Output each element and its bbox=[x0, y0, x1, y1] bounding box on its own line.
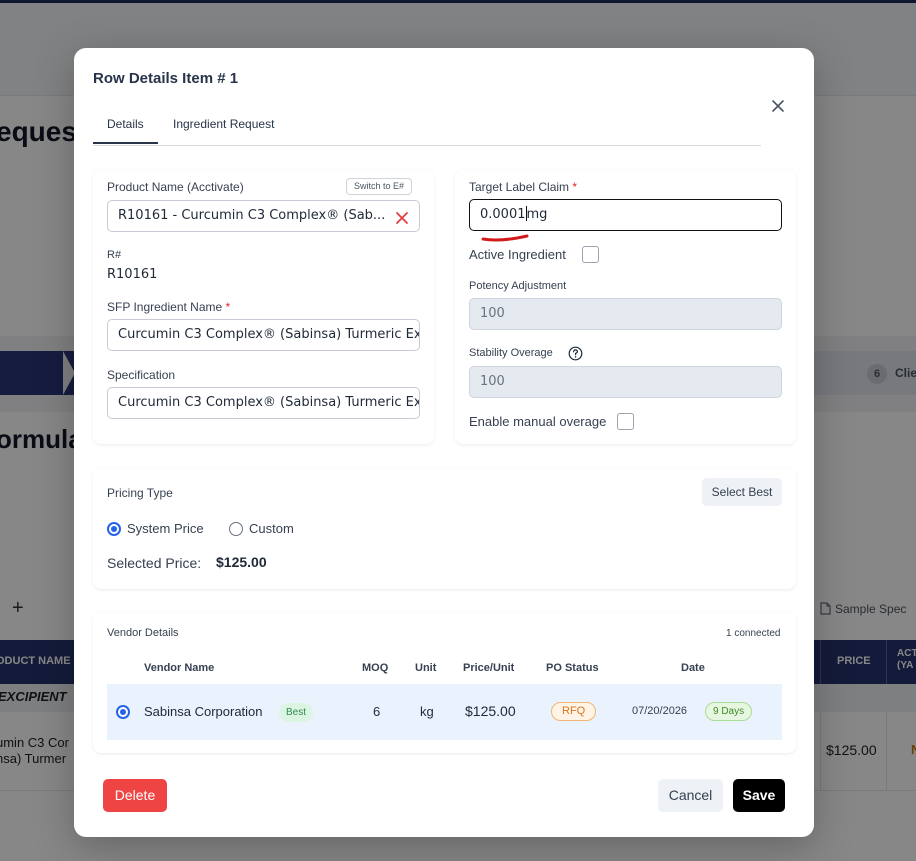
stability-overage-label: Stability Overage bbox=[469, 347, 553, 359]
vendor-row[interactable]: Sabinsa Corporation Best 6 kg $125.00 RF… bbox=[107, 684, 782, 740]
rnum-value: R10161 bbox=[107, 267, 158, 282]
po-status-badge: RFQ bbox=[551, 702, 597, 721]
manual-overage-checkbox[interactable] bbox=[617, 413, 634, 430]
column-header-product-name: ODUCT NAME ( bbox=[0, 655, 78, 667]
column-divider bbox=[886, 640, 887, 684]
system-price-label: System Price bbox=[127, 521, 204, 536]
text-cursor bbox=[525, 206, 527, 221]
delete-button[interactable]: Delete bbox=[103, 779, 167, 812]
column-header-actions-line1: ACT bbox=[897, 648, 916, 659]
vendor-price-unit: $125.00 bbox=[465, 703, 516, 719]
days-badge: 9 Days bbox=[705, 702, 753, 721]
target-label-claim-input[interactable]: 0.0001mg bbox=[469, 199, 782, 231]
custom-price-label: Custom bbox=[249, 521, 294, 536]
table-group-label: EXCIPIENT bbox=[0, 689, 67, 704]
stability-overage-input: 100 bbox=[469, 366, 782, 398]
potency-adjustment-input: 100 bbox=[469, 298, 782, 330]
connected-count: 1 connected bbox=[726, 628, 781, 639]
selected-price-value: $125.00 bbox=[216, 554, 267, 570]
tab-ingredient-request[interactable]: Ingredient Request bbox=[173, 117, 275, 131]
product-name-select[interactable]: R10161 - Curcumin C3 Complex® (Sab... bbox=[107, 200, 420, 232]
sfp-ingredient-label: SFP Ingredient Name * bbox=[107, 300, 230, 314]
potency-adjustment-label: Potency Adjustment bbox=[469, 280, 567, 292]
stepper-step-6[interactable] bbox=[814, 351, 916, 395]
product-name-label: Product Name (Acctivate) bbox=[107, 180, 244, 194]
column-header-actions-line2: (YA bbox=[897, 660, 914, 671]
section-title: ormula bbox=[0, 424, 83, 454]
column-divider bbox=[820, 712, 821, 790]
column-header-vendor-name: Vendor Name bbox=[144, 662, 215, 674]
specification-label: Specification bbox=[107, 368, 176, 382]
table-cell-price: $125.00 bbox=[826, 742, 877, 758]
switch-to-e-button[interactable]: Switch to E# bbox=[346, 178, 413, 195]
plus-icon[interactable]: + bbox=[12, 597, 24, 619]
vendor-name: Sabinsa Corporation bbox=[144, 704, 263, 719]
table-cell-product: umin C3 Cor nsa) Turmer bbox=[0, 735, 69, 767]
save-button[interactable]: Save bbox=[733, 779, 785, 812]
column-header-price-unit: Price/Unit bbox=[463, 662, 515, 674]
vendor-date: 07/20/2026 bbox=[632, 705, 688, 717]
table-cell-product-line1: umin C3 Cor bbox=[0, 735, 69, 750]
column-header-moq: MOQ bbox=[362, 662, 389, 674]
document-icon bbox=[820, 602, 831, 615]
column-header-date: Date bbox=[681, 662, 705, 674]
stepper-step-label: Clie bbox=[895, 366, 916, 380]
red-underline-mark bbox=[481, 234, 529, 242]
required-marker: * bbox=[572, 180, 578, 194]
selected-price-label: Selected Price: bbox=[107, 555, 202, 571]
vendor-select-radio[interactable] bbox=[116, 705, 130, 719]
column-divider bbox=[886, 712, 887, 790]
vendor-details-label: Vendor Details bbox=[107, 627, 179, 639]
sample-spec-button[interactable]: Sample Spec bbox=[820, 602, 906, 616]
pricing-type-label: Pricing Type bbox=[107, 486, 173, 500]
close-icon bbox=[772, 100, 784, 112]
help-circle-icon[interactable] bbox=[568, 346, 583, 361]
rnum-label: R# bbox=[107, 249, 122, 261]
manual-overage-label: Enable manual overage bbox=[469, 414, 607, 429]
column-header-unit: Unit bbox=[415, 662, 437, 674]
target-label-claim-unit: mg bbox=[526, 207, 548, 222]
claim-panel: Target Label Claim * 0.0001mg Active Ing… bbox=[455, 170, 796, 444]
column-header-actions: ACT (YA bbox=[897, 648, 916, 672]
product-name-value: R10161 - Curcumin C3 Complex® (Sab... bbox=[118, 208, 386, 223]
clear-icon[interactable] bbox=[394, 208, 410, 224]
product-panel: Product Name (Acctivate) Switch to E# R1… bbox=[93, 170, 434, 444]
specification-input[interactable]: Curcumin C3 Complex® (Sabinsa) Turmeric … bbox=[107, 387, 420, 419]
vendor-moq: 6 bbox=[373, 704, 381, 719]
required-marker: * bbox=[225, 300, 231, 314]
target-label-claim-label-text: Target Label Claim bbox=[469, 180, 570, 194]
sample-spec-label: Sample Spec bbox=[835, 602, 907, 616]
system-price-radio[interactable] bbox=[107, 522, 121, 536]
top-bar bbox=[0, 0, 916, 3]
modal-title: Row Details Item # 1 bbox=[93, 70, 239, 87]
page-title: eques bbox=[0, 116, 77, 147]
vendor-panel: Vendor Details 1 connected Vendor Name M… bbox=[93, 613, 796, 753]
select-best-button[interactable]: Select Best bbox=[702, 478, 782, 506]
close-button[interactable] bbox=[768, 96, 788, 116]
sfp-ingredient-input[interactable]: Curcumin C3 Complex® (Sabinsa) Turmeric … bbox=[107, 319, 420, 351]
stepper-step-number: 6 bbox=[867, 364, 887, 384]
target-label-claim-label: Target Label Claim * bbox=[469, 180, 577, 194]
tab-details[interactable]: Details bbox=[93, 117, 158, 144]
sfp-ingredient-label-text: SFP Ingredient Name bbox=[107, 300, 223, 314]
best-badge: Best bbox=[279, 703, 314, 722]
column-header-po-status: PO Status bbox=[546, 662, 599, 674]
vendor-unit: kg bbox=[420, 704, 434, 719]
active-ingredient-label: Active Ingredient bbox=[469, 247, 566, 262]
cancel-button[interactable]: Cancel bbox=[658, 779, 723, 812]
pricing-panel: Pricing Type Select Best System Price Cu… bbox=[93, 468, 796, 589]
table-cell-product-line2: nsa) Turmer bbox=[0, 751, 67, 766]
stepper-step-active[interactable] bbox=[0, 351, 75, 395]
tab-bar: Details Ingredient Request bbox=[93, 110, 761, 146]
target-label-claim-value: 0.0001 bbox=[480, 207, 526, 222]
column-divider bbox=[820, 640, 821, 684]
custom-price-radio[interactable] bbox=[229, 522, 243, 536]
row-details-modal: Row Details Item # 1 Details Ingredient … bbox=[74, 48, 814, 837]
active-ingredient-checkbox[interactable] bbox=[582, 246, 599, 263]
column-header-price: PRICE bbox=[837, 655, 871, 667]
table-cell-flag: N bbox=[911, 742, 916, 757]
